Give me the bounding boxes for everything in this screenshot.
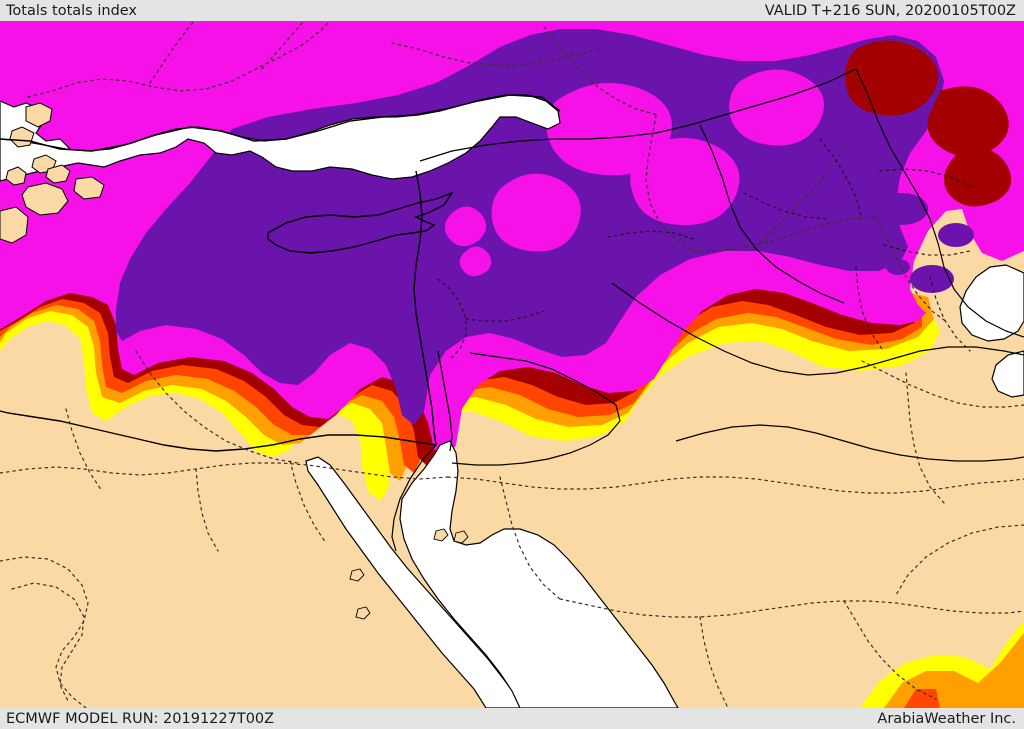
attribution-label: ArabiaWeather Inc. — [877, 710, 1016, 727]
national-borders — [391, 68, 1024, 552]
footer-bar: ECMWF MODEL RUN: 20191227T00Z ArabiaWeat… — [0, 708, 1024, 729]
coastlines — [0, 94, 561, 452]
contour-filaments — [444, 69, 824, 277]
page-title: Totals totals index — [6, 2, 138, 19]
contour-inner-cores — [876, 193, 974, 293]
subnational-borders — [0, 21, 1024, 708]
header-bar: Totals totals index VALID T+216 SUN, 202… — [0, 0, 1024, 21]
map-svg — [0, 21, 1024, 708]
valid-time-label: VALID T+216 SUN, 20200105T00Z — [764, 2, 1016, 19]
model-run-label: ECMWF MODEL RUN: 20191227T00Z — [6, 710, 275, 727]
water-bodies — [0, 94, 1024, 708]
subnational-borders-overlay — [437, 138, 971, 360]
map-canvas[interactable] — [0, 21, 1024, 708]
